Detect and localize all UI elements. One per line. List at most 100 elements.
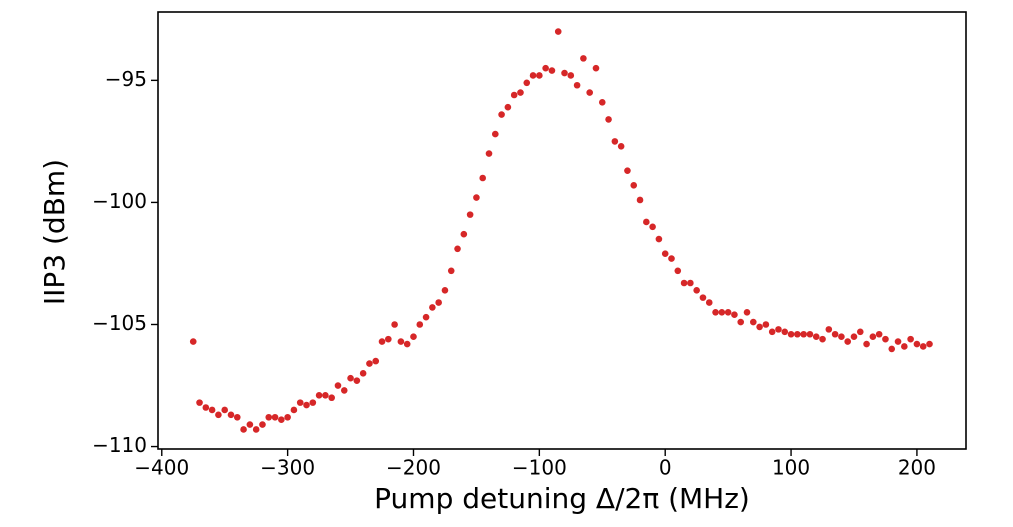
data-point xyxy=(888,345,896,353)
x-tick-label: −200 xyxy=(386,456,441,480)
data-point xyxy=(523,79,531,87)
data-point xyxy=(655,235,663,243)
data-point xyxy=(850,333,858,340)
data-point xyxy=(517,89,524,96)
data-point xyxy=(208,406,216,414)
data-point xyxy=(611,138,619,145)
data-point xyxy=(787,330,795,338)
data-point xyxy=(605,116,612,123)
data-point xyxy=(567,72,575,79)
data-point xyxy=(781,328,789,336)
data-point xyxy=(296,399,304,406)
data-point xyxy=(856,328,864,336)
data-point xyxy=(775,326,782,333)
data-point xyxy=(366,360,373,367)
data-point xyxy=(233,413,241,421)
plot-frame xyxy=(157,11,967,450)
x-axis-label: Pump detuning Δ/2π (MHz) xyxy=(374,482,750,515)
x-tick-label: −300 xyxy=(260,456,315,480)
data-point xyxy=(391,321,398,328)
data-point xyxy=(844,338,851,345)
data-point xyxy=(347,374,354,382)
data-point xyxy=(504,103,512,111)
data-point xyxy=(410,333,417,340)
data-point xyxy=(454,245,461,253)
data-point xyxy=(548,67,556,74)
data-point xyxy=(624,167,631,174)
data-point xyxy=(687,279,694,287)
data-point xyxy=(542,64,549,72)
data-point xyxy=(863,340,870,348)
data-point xyxy=(649,223,656,231)
data-point xyxy=(447,267,455,275)
data-point xyxy=(882,335,889,343)
data-point xyxy=(202,404,210,411)
data-point xyxy=(573,81,581,89)
y-tick-label: −100 xyxy=(92,189,147,213)
data-point xyxy=(215,411,222,419)
data-point xyxy=(359,370,367,377)
data-point xyxy=(699,294,707,301)
data-point xyxy=(750,318,757,326)
data-point xyxy=(636,196,644,204)
data-point xyxy=(731,311,738,319)
data-point xyxy=(271,413,279,421)
data-point xyxy=(561,69,568,77)
data-point xyxy=(378,338,386,345)
data-point xyxy=(422,313,430,321)
x-tick-label: 200 xyxy=(898,456,936,480)
data-point xyxy=(806,330,814,338)
data-point xyxy=(825,326,833,333)
data-point xyxy=(794,330,801,338)
data-point xyxy=(586,89,593,96)
data-point xyxy=(926,340,933,348)
x-tick-label: 0 xyxy=(659,456,672,480)
data-point xyxy=(227,411,235,419)
data-point xyxy=(643,218,650,226)
data-point xyxy=(315,391,323,399)
data-point xyxy=(737,318,745,326)
data-point xyxy=(592,64,600,72)
data-point xyxy=(661,250,669,257)
data-point xyxy=(460,230,468,238)
data-point xyxy=(580,55,587,62)
data-point xyxy=(598,99,606,106)
data-point xyxy=(189,338,197,345)
data-point xyxy=(309,399,317,406)
data-point xyxy=(901,343,908,350)
data-point xyxy=(907,335,914,343)
data-point xyxy=(290,406,298,414)
data-point xyxy=(668,255,675,262)
data-point xyxy=(831,330,839,338)
data-point xyxy=(693,287,700,294)
data-point xyxy=(397,338,405,345)
data-point xyxy=(303,401,310,409)
data-point xyxy=(743,308,751,316)
x-tick-label: −100 xyxy=(512,456,567,480)
data-point xyxy=(894,338,902,345)
data-point xyxy=(674,267,682,275)
data-point xyxy=(680,279,688,287)
data-point xyxy=(429,304,436,311)
data-point xyxy=(768,328,776,336)
data-point xyxy=(491,130,499,138)
data-point xyxy=(875,330,883,338)
data-point xyxy=(485,150,493,157)
data-point xyxy=(812,333,820,340)
data-point xyxy=(252,426,260,433)
y-tick-label: −110 xyxy=(92,433,147,457)
data-point xyxy=(435,299,442,306)
data-point xyxy=(705,299,713,306)
data-point xyxy=(403,340,411,348)
data-point xyxy=(712,308,719,316)
data-point xyxy=(724,308,732,316)
data-point xyxy=(340,387,348,394)
y-tick-label: −95 xyxy=(105,67,147,91)
data-point xyxy=(762,321,770,328)
data-point xyxy=(416,321,424,328)
data-point xyxy=(536,72,543,79)
data-point xyxy=(919,343,927,350)
data-point xyxy=(353,377,361,384)
